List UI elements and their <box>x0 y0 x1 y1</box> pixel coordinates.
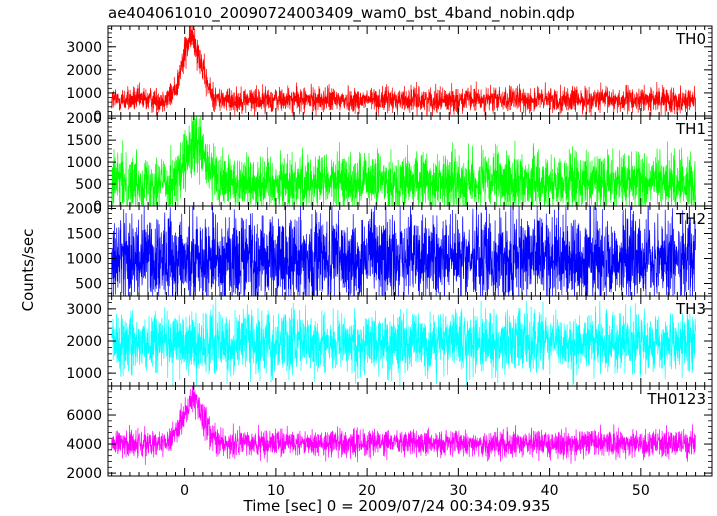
y-tick-label: 2000 <box>66 111 102 127</box>
y-tick-label: 1000 <box>66 86 102 102</box>
plot-title: ae404061010_20090724003409_wam0_bst_4ban… <box>108 4 575 22</box>
y-tick-label: 2000 <box>66 334 102 350</box>
y-tick-label: 6000 <box>66 408 102 424</box>
series-th3 <box>111 297 696 386</box>
panel-label: TH0 <box>675 30 706 48</box>
y-tick-label: 1500 <box>66 133 102 149</box>
y-tick-label: 500 <box>75 177 102 193</box>
panel-th1: 0 500 1000 1500 2000 TH1 <box>66 111 713 215</box>
y-tick-label: 3000 <box>66 302 102 318</box>
x-tick-label: 30 <box>449 483 467 499</box>
panel-label: TH3 <box>675 300 706 318</box>
series-th1 <box>111 116 696 206</box>
panel-label: TH0123 <box>646 390 706 408</box>
panel-label: TH2 <box>675 210 706 228</box>
panel-th2: 500 1000 1500 2000 TH2 <box>66 202 713 297</box>
y-tick-label: 1000 <box>66 366 102 382</box>
x-tick-label: 0 <box>180 483 189 499</box>
panel-label: TH1 <box>675 120 706 138</box>
x-tick-label: 20 <box>358 483 376 499</box>
x-tick-label: 40 <box>541 483 559 499</box>
y-tick-label: 1000 <box>66 252 102 268</box>
y-tick-label: 0 <box>93 109 102 125</box>
y-tick-label: 2000 <box>66 63 102 79</box>
x-tick-label: 50 <box>632 483 650 499</box>
x-axis-label: Time [sec] 0 = 2009/07/24 00:34:09.935 <box>243 497 551 515</box>
y-axis-label: Counts/sec <box>19 228 37 312</box>
x-tick-label: 10 <box>267 483 285 499</box>
y-tick-label: 2000 <box>66 202 102 218</box>
series-th0123 <box>111 386 696 465</box>
panel-th3: 1000 2000 3000 TH3 <box>66 295 713 387</box>
y-tick-label: 1000 <box>66 155 102 171</box>
series-th0 <box>111 26 696 116</box>
y-tick-label: 500 <box>75 277 102 293</box>
panel-th0123: 2000 4000 6000 TH0123 <box>66 385 713 482</box>
y-tick-label: 3000 <box>66 40 102 56</box>
panel-th0: 0 1000 2000 3000 TH0 <box>66 25 713 125</box>
y-tick-label: 0 <box>93 199 102 215</box>
series-th2 <box>111 206 696 296</box>
y-tick-label: 4000 <box>66 437 102 453</box>
y-tick-label: 2000 <box>66 466 102 482</box>
y-tick-label: 1500 <box>66 227 102 243</box>
panel-frame <box>107 385 713 477</box>
